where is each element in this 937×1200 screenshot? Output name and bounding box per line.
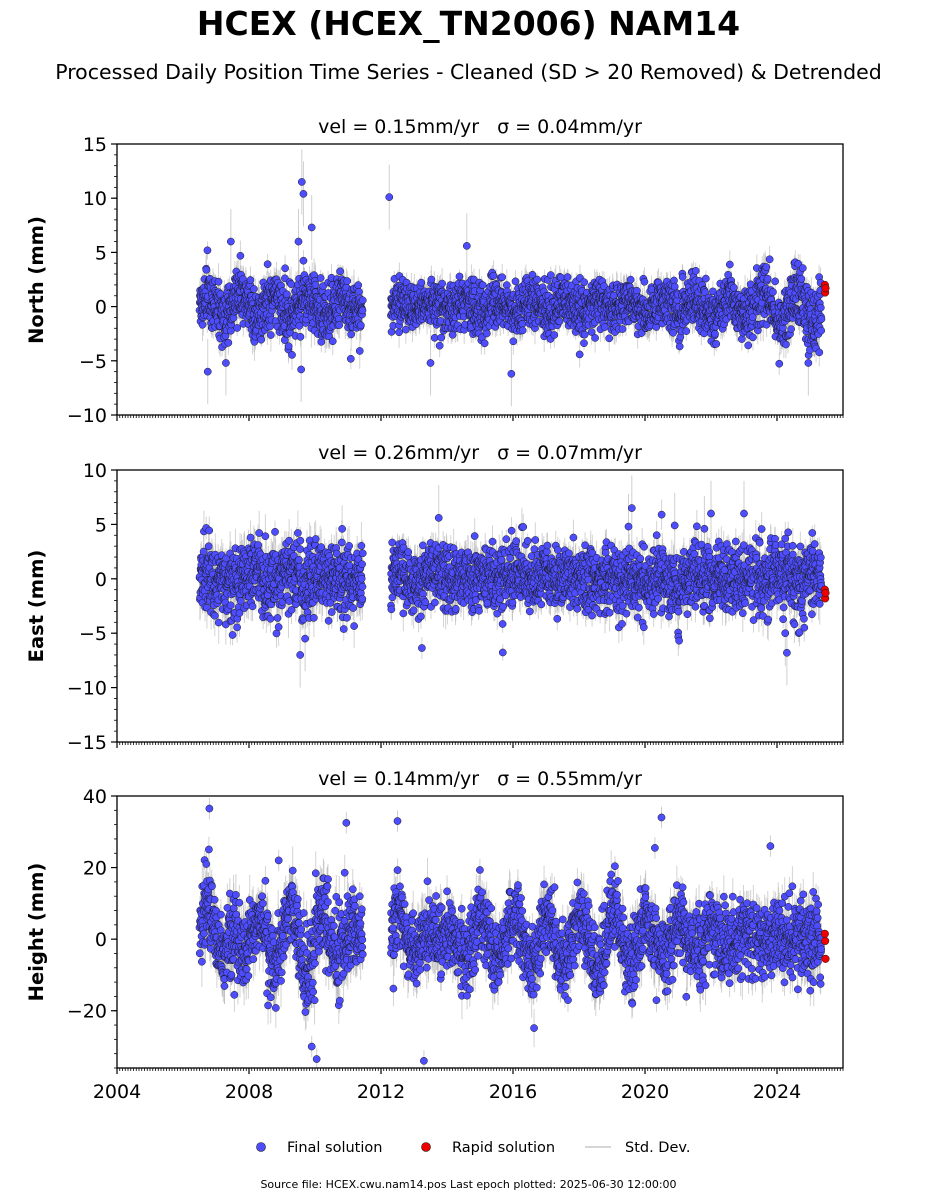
final-solution-point <box>198 320 207 329</box>
final-solution-point <box>563 273 572 281</box>
final-solution-point <box>427 275 436 284</box>
final-solution-point <box>417 278 426 287</box>
north-ylabel: North (mm) <box>25 216 48 344</box>
final-solution-point <box>214 277 223 286</box>
final-solution-point <box>336 267 345 276</box>
final-solution-point <box>511 277 520 286</box>
final-solution-point <box>618 325 627 333</box>
final-solution-point <box>437 333 446 342</box>
final-solution-point <box>347 330 356 339</box>
final-solution-point <box>358 296 367 305</box>
figure-title: HCEX (HCEX_TN2006) NAM14 <box>197 4 740 43</box>
final-solution-point <box>356 321 365 330</box>
final-solution-point <box>533 275 542 284</box>
final-solution-point <box>354 281 363 290</box>
final-solution-point <box>257 335 266 344</box>
final-solution-point <box>591 334 599 342</box>
final-solution-point <box>395 328 403 337</box>
final-solution-point <box>335 321 344 329</box>
final-solution-point <box>355 287 363 296</box>
final-solution-point <box>509 337 518 346</box>
final-solution-point <box>250 285 258 293</box>
final-solution-point <box>263 260 272 269</box>
final-solution-point <box>438 279 446 288</box>
final-solution-point <box>498 273 507 282</box>
final-solution-point <box>224 338 233 347</box>
final-solution-point <box>480 339 489 348</box>
final-solution-point <box>203 246 212 255</box>
final-solution-point <box>436 317 445 325</box>
final-solution-point <box>580 330 589 339</box>
final-solution-point <box>401 325 410 334</box>
final-solution-point <box>580 339 588 348</box>
final-solution-point <box>343 277 352 285</box>
final-solution-point <box>632 286 641 295</box>
final-solution-point <box>287 280 295 288</box>
final-solution-point <box>233 324 241 332</box>
figure-subtitle: Processed Daily Position Time Series - C… <box>55 60 882 84</box>
final-solution-point <box>236 251 245 260</box>
final-solution-point <box>328 337 337 346</box>
final-solution-point <box>478 281 487 289</box>
final-solution-point <box>295 321 304 330</box>
final-solution-point <box>435 341 444 350</box>
final-solution-point <box>455 272 464 281</box>
final-solution-point <box>555 317 564 326</box>
final-solution-point <box>605 334 614 343</box>
final-solution-point <box>640 277 649 286</box>
final-solution-point <box>316 274 325 282</box>
final-solution-point <box>358 306 367 315</box>
final-solution-point <box>267 331 275 339</box>
final-solution-point <box>355 347 364 355</box>
final-solution-point <box>489 271 498 280</box>
final-solution-point <box>282 290 291 299</box>
final-solution-point <box>202 265 211 274</box>
final-solution-point <box>626 275 635 284</box>
north-data-points <box>195 178 830 378</box>
final-solution-point <box>518 320 527 328</box>
north-velocity-title: vel = 0.15mm/yr σ = 0.04mm/yr <box>318 116 642 138</box>
final-solution-point <box>246 276 255 284</box>
final-solution-point <box>311 280 320 289</box>
final-solution-point <box>546 271 555 279</box>
final-solution-point <box>299 256 308 265</box>
final-solution-point <box>482 329 491 338</box>
final-solution-point <box>580 278 589 287</box>
north-panel: vel = 0.15mm/yr σ = 0.04mm/yr North (mm) … <box>25 116 844 427</box>
final-solution-point <box>288 351 296 359</box>
final-solution-point <box>296 332 305 341</box>
final-solution-point <box>346 354 355 363</box>
final-solution-point <box>266 322 274 331</box>
final-solution-point <box>284 342 293 351</box>
final-solution-point <box>281 264 289 273</box>
final-solution-point <box>575 350 584 359</box>
final-solution-point <box>518 326 527 335</box>
final-solution-point <box>430 333 439 342</box>
final-solution-point <box>550 331 559 339</box>
